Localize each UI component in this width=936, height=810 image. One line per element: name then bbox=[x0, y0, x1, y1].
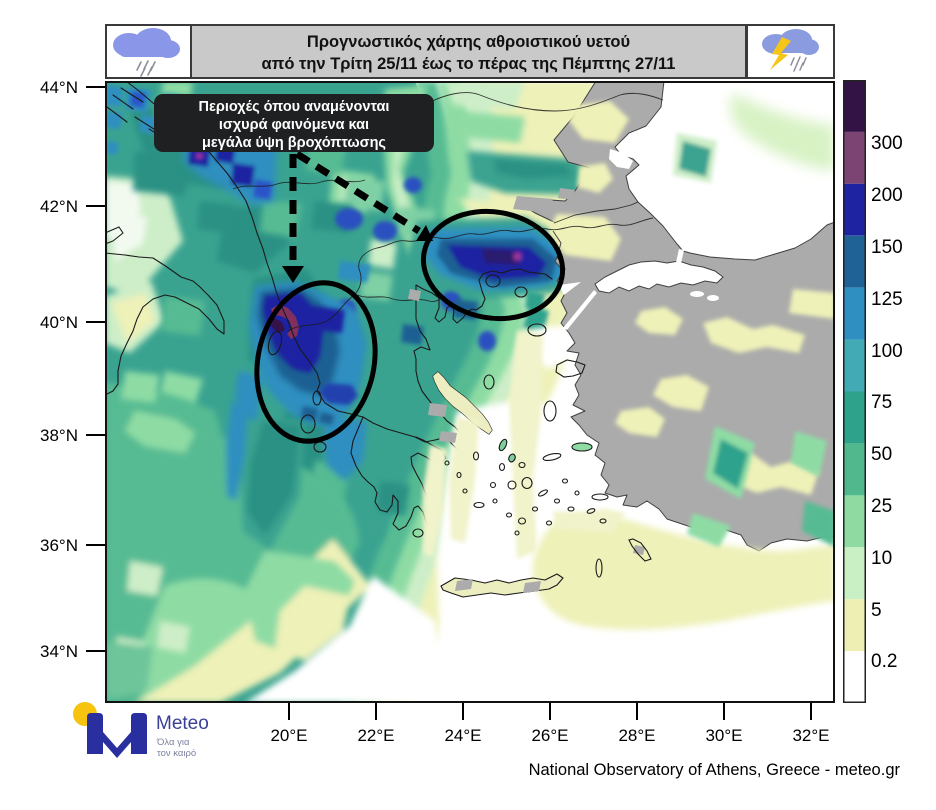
svg-text:μεγάλα ύψη βροχόπτωσης: μεγάλα ύψη βροχόπτωσης bbox=[202, 135, 386, 151]
svg-text:Όλα για: Όλα για bbox=[156, 737, 190, 748]
svg-text:Meteo: Meteo bbox=[156, 713, 209, 734]
svg-text:τον καιρό: τον καιρό bbox=[157, 748, 196, 759]
svg-text:Περιοχές όπου αναμένονται: Περιοχές όπου αναμένονται bbox=[199, 99, 390, 115]
svg-text:ισχυρά φαινόμενα και: ισχυρά φαινόμενα και bbox=[219, 117, 369, 133]
